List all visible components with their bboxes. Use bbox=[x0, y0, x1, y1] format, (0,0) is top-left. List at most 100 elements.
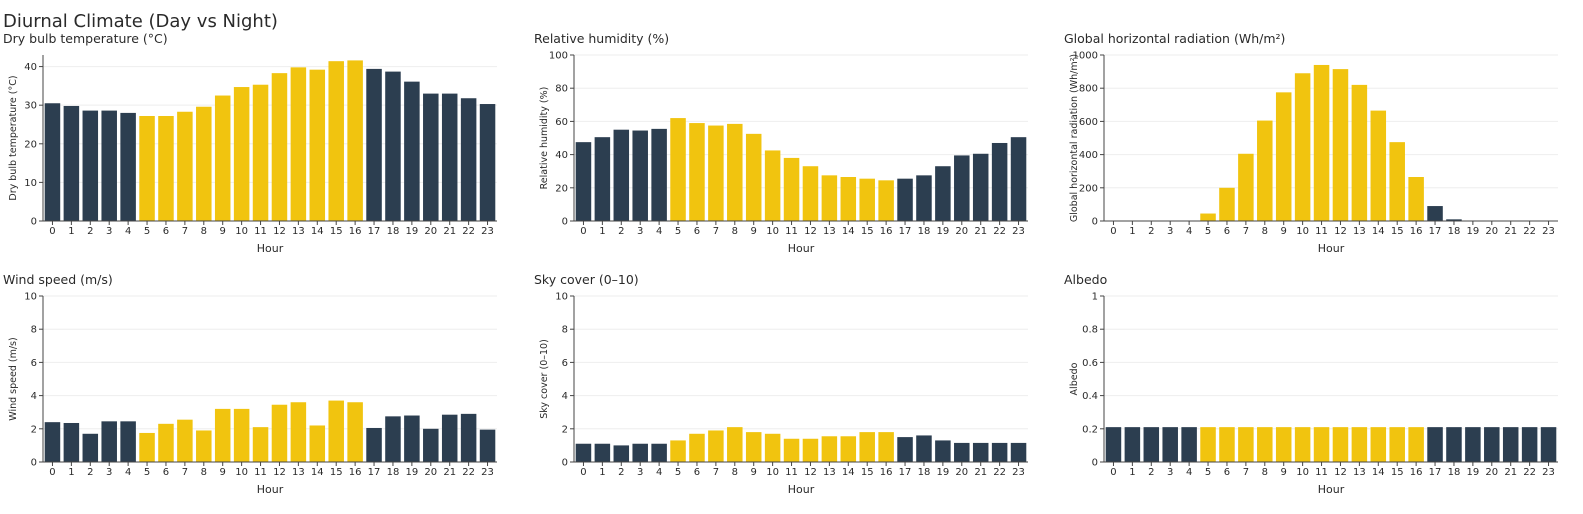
y-axis-title: Global horizontal radiation (Wh/m²) bbox=[1069, 54, 1080, 222]
x-tick-label: 10 bbox=[235, 467, 248, 478]
y-tick-label: 0 bbox=[31, 217, 37, 228]
y-tick-label: 800 bbox=[1079, 84, 1098, 95]
x-tick-label: 22 bbox=[1523, 226, 1536, 237]
bar-hour-8 bbox=[1257, 427, 1273, 462]
bar-hour-16 bbox=[1408, 177, 1424, 221]
bar-hour-17 bbox=[1427, 206, 1443, 221]
bar-hour-2 bbox=[613, 129, 630, 221]
x-tick-label: 2 bbox=[618, 226, 624, 237]
x-tick-label: 23 bbox=[1542, 467, 1555, 478]
x-tick-label: 13 bbox=[292, 226, 305, 237]
x-tick-label: 4 bbox=[656, 226, 662, 237]
bar-hour-19 bbox=[935, 440, 951, 462]
y-tick-label: 20 bbox=[555, 183, 568, 194]
x-tick-label: 19 bbox=[937, 467, 950, 478]
y-tick-label: 10 bbox=[555, 292, 568, 303]
bar-hour-14 bbox=[309, 69, 326, 221]
chart-title: Relative humidity (%) bbox=[534, 31, 669, 46]
bar-hour-18 bbox=[385, 71, 401, 221]
bar-hour-20 bbox=[954, 442, 970, 462]
bar-hour-7 bbox=[708, 430, 724, 462]
bar-hour-14 bbox=[1370, 427, 1387, 462]
bar-hour-3 bbox=[632, 130, 648, 221]
x-tick-label: 6 bbox=[1224, 226, 1230, 237]
x-axis-title: Hour bbox=[257, 483, 284, 496]
bar-hour-6 bbox=[1219, 187, 1235, 221]
x-tick-label: 15 bbox=[861, 467, 874, 478]
x-tick-label: 20 bbox=[955, 226, 968, 237]
y-tick-label: 100 bbox=[549, 51, 568, 62]
x-tick-label: 13 bbox=[823, 467, 836, 478]
bar-hour-11 bbox=[1313, 64, 1330, 222]
x-tick-label: 17 bbox=[368, 467, 381, 478]
bar-hour-18 bbox=[1446, 219, 1462, 221]
x-tick-label: 5 bbox=[144, 467, 150, 478]
bar-hour-23 bbox=[1010, 442, 1027, 462]
bar-hour-6 bbox=[689, 123, 705, 221]
bar-hour-19 bbox=[1465, 427, 1481, 462]
x-tick-label: 21 bbox=[974, 467, 987, 478]
bar-hour-4 bbox=[651, 443, 667, 462]
y-tick-label: 10 bbox=[24, 292, 37, 303]
x-tick-label: 16 bbox=[880, 226, 893, 237]
y-tick-label: 0.8 bbox=[1082, 325, 1098, 336]
x-tick-label: 11 bbox=[254, 226, 267, 237]
bar-hour-19 bbox=[935, 166, 951, 221]
y-tick-label: 6 bbox=[562, 358, 568, 369]
x-tick-label: 15 bbox=[1391, 226, 1404, 237]
x-tick-label: 21 bbox=[443, 467, 456, 478]
x-tick-label: 19 bbox=[406, 226, 419, 237]
x-tick-label: 14 bbox=[311, 226, 324, 237]
chart-title: Wind speed (m/s) bbox=[3, 272, 113, 287]
x-tick-label: 4 bbox=[1186, 467, 1192, 478]
bar-hour-8 bbox=[1257, 120, 1273, 221]
y-tick-label: 20 bbox=[24, 139, 37, 150]
x-tick-label: 20 bbox=[1485, 467, 1498, 478]
x-tick-label: 7 bbox=[1243, 467, 1249, 478]
bar-hour-18 bbox=[916, 175, 932, 221]
bar-hour-4 bbox=[120, 112, 136, 221]
y-axis-title: Relative humidity (%) bbox=[539, 87, 550, 190]
x-tick-label: 7 bbox=[182, 226, 188, 237]
x-tick-label: 17 bbox=[899, 467, 912, 478]
bar-hour-2 bbox=[613, 445, 630, 462]
x-tick-label: 11 bbox=[785, 226, 798, 237]
bar-hour-10 bbox=[764, 433, 781, 462]
x-tick-label: 12 bbox=[804, 467, 817, 478]
bar-hour-0 bbox=[575, 443, 592, 462]
x-tick-label: 1 bbox=[1129, 226, 1135, 237]
x-tick-label: 16 bbox=[1410, 467, 1423, 478]
y-tick-label: 400 bbox=[1079, 150, 1098, 161]
bar-hour-2 bbox=[82, 433, 99, 462]
x-tick-label: 0 bbox=[580, 226, 586, 237]
x-tick-label: 0 bbox=[1110, 467, 1116, 478]
y-tick-label: 0 bbox=[1092, 458, 1098, 469]
bar-hour-22 bbox=[991, 442, 1008, 462]
bar-hour-15 bbox=[328, 61, 344, 221]
x-tick-label: 6 bbox=[694, 467, 700, 478]
bar-hour-21 bbox=[1502, 427, 1519, 462]
x-axis-title: Hour bbox=[1318, 483, 1345, 496]
x-axis-title: Hour bbox=[788, 483, 815, 496]
bar-hour-15 bbox=[328, 400, 344, 462]
x-tick-label: 20 bbox=[424, 467, 437, 478]
x-tick-label: 10 bbox=[766, 226, 779, 237]
x-tick-label: 12 bbox=[273, 467, 286, 478]
bar-hour-14 bbox=[840, 177, 857, 221]
y-tick-label: 4 bbox=[31, 391, 37, 402]
x-tick-label: 14 bbox=[842, 467, 855, 478]
x-tick-label: 18 bbox=[918, 467, 931, 478]
x-tick-label: 9 bbox=[751, 467, 757, 478]
bar-hour-21 bbox=[972, 442, 989, 462]
y-axis-title: Dry bulb temperature (°C) bbox=[8, 75, 19, 200]
x-tick-label: 3 bbox=[637, 467, 643, 478]
x-tick-label: 12 bbox=[1334, 226, 1347, 237]
x-tick-label: 9 bbox=[751, 226, 757, 237]
bar-hour-5 bbox=[139, 115, 155, 221]
bar-hour-13 bbox=[1351, 427, 1368, 462]
bar-hour-6 bbox=[1219, 427, 1235, 462]
bar-hour-10 bbox=[1294, 427, 1311, 462]
bar-hour-1 bbox=[594, 137, 611, 221]
